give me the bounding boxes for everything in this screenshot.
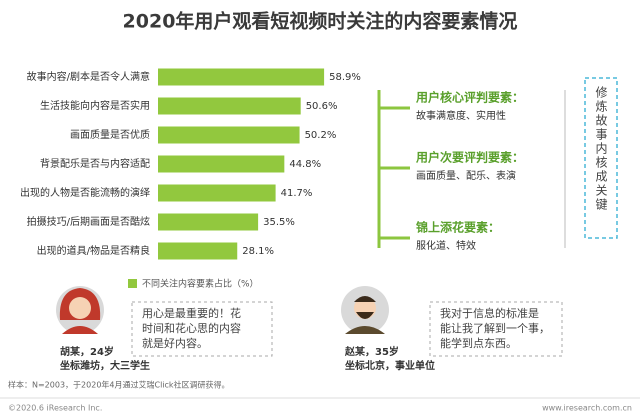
group-title: 用户核心评判要素：	[415, 90, 524, 105]
quote-line: 我对于信息的标准是	[440, 306, 539, 320]
quote-line: 能让我了解到一个事，	[440, 321, 550, 335]
bar	[158, 213, 259, 231]
value-label: 50.2%	[305, 130, 337, 141]
bar	[158, 97, 301, 115]
quote-line: 能学到点东西。	[440, 336, 517, 350]
category-label: 画面质量是否优质	[70, 128, 150, 141]
legend-label: 不同关注内容要素占比（%）	[142, 278, 259, 290]
footer-site: www.iresearch.com.cn	[542, 404, 632, 413]
quote-line: 时间和花心思的内容	[142, 321, 241, 335]
value-label: 44.8%	[289, 159, 321, 170]
category-label: 拍摄技巧/后期画面是否酷炫	[27, 215, 150, 228]
value-label: 58.9%	[329, 72, 361, 83]
bar	[158, 68, 325, 86]
bar	[158, 242, 238, 260]
person-info: 坐标潍坊，大三学生	[60, 359, 150, 372]
group-title: 锦上添花要素：	[416, 220, 500, 235]
chart-title: 2020年用户观看短视频时关注的内容要素情况	[123, 10, 518, 33]
value-label: 50.6%	[306, 101, 338, 112]
group-detail: 故事满意度、实用性	[416, 109, 506, 122]
group-detail: 画面质量、配乐、表演	[416, 169, 516, 182]
quote-line: 用心是最重要的！花	[142, 306, 241, 320]
legend-swatch	[128, 279, 137, 288]
bar	[158, 184, 276, 202]
footer-source: 样本：N=2003，于2020年4月通过艾瑞Click社区调研获得。	[8, 380, 230, 390]
category-label: 生活技能向内容是否实用	[40, 99, 150, 112]
value-label: 35.5%	[263, 217, 295, 228]
group-title: 用户次要评判要素：	[415, 150, 524, 165]
value-label: 28.1%	[242, 246, 274, 257]
conclusion-box	[584, 77, 618, 239]
quote-box	[131, 301, 273, 357]
avatar-face	[69, 297, 91, 319]
person-name: 胡某，24岁	[60, 345, 114, 358]
avatar-beard	[356, 312, 374, 319]
footer-copyright: ©2020.6 iResearch Inc.	[8, 404, 102, 413]
avatar-body	[62, 326, 98, 334]
category-label: 故事内容/剧本是否令人满意	[27, 70, 150, 83]
bar	[158, 126, 300, 144]
avatar-hair	[354, 296, 376, 302]
person-name: 赵某，35岁	[344, 345, 399, 358]
quote-box	[429, 301, 563, 357]
quote-line: 就是好内容。	[142, 336, 208, 350]
conclusion: 修炼故事内核成关键	[594, 85, 608, 212]
value-label: 41.7%	[281, 188, 313, 199]
category-label: 出现的人物是否能流畅的演绎	[20, 186, 150, 199]
person-info: 坐标北京，事业单位	[345, 359, 435, 372]
bar	[158, 155, 285, 173]
group-detail: 服化道、特效	[416, 239, 476, 252]
category-label: 出现的道具/物品是否精良	[37, 244, 150, 257]
avatar-body	[345, 326, 385, 334]
category-label: 背景配乐是否与内容适配	[40, 157, 150, 170]
